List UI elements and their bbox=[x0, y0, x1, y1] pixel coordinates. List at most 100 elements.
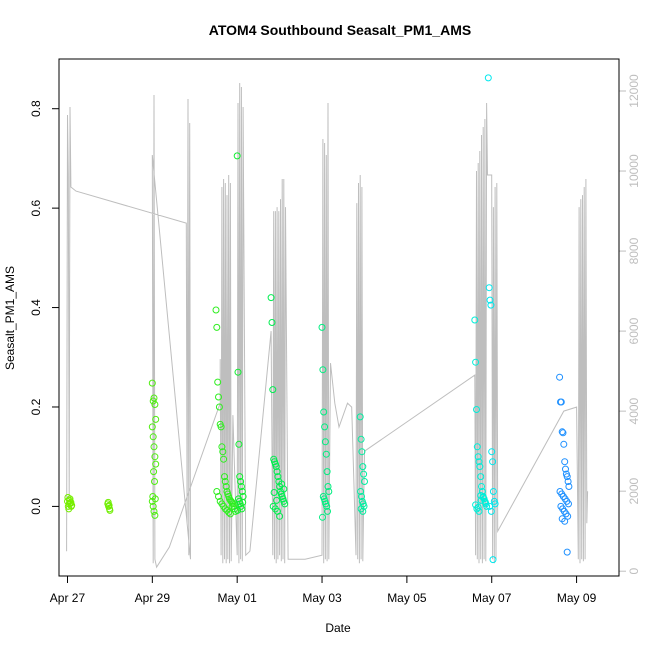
data-point bbox=[358, 493, 365, 500]
y-tick-label: 0.6 bbox=[29, 199, 43, 216]
data-point bbox=[321, 423, 329, 431]
data-point bbox=[237, 478, 245, 485]
data-point bbox=[281, 500, 289, 508]
data-point bbox=[359, 463, 367, 471]
data-point bbox=[559, 429, 567, 437]
data-point bbox=[150, 443, 158, 451]
data-point bbox=[477, 473, 485, 481]
data-point bbox=[273, 496, 281, 504]
data-point bbox=[226, 510, 234, 518]
data-point bbox=[233, 152, 241, 160]
y-tick-label: 0.4 bbox=[29, 299, 43, 316]
axes: Apr 27 Apr 29 May 01 May 03 May 05 May 07 May … bbox=[29, 74, 641, 605]
data-point bbox=[149, 502, 157, 510]
data-point bbox=[234, 506, 242, 514]
y2-tick-label: 8000 bbox=[627, 237, 641, 264]
x-tick-label: May 07 bbox=[472, 591, 512, 605]
data-point bbox=[268, 319, 276, 326]
data-point bbox=[489, 488, 497, 495]
data-point bbox=[565, 483, 573, 490]
data-point bbox=[151, 453, 159, 461]
data-point bbox=[280, 485, 288, 493]
data-point bbox=[148, 423, 156, 431]
data-point bbox=[104, 498, 112, 506]
data-point bbox=[483, 502, 491, 510]
scatter-series bbox=[64, 74, 573, 564]
data-point bbox=[67, 499, 74, 507]
data-point bbox=[487, 301, 495, 309]
x-tick-label: Apr 27 bbox=[50, 591, 86, 605]
data-point bbox=[564, 512, 572, 520]
data-point bbox=[105, 501, 113, 509]
data-point bbox=[273, 468, 281, 476]
data-point bbox=[319, 513, 326, 521]
data-point bbox=[563, 473, 571, 481]
data-point bbox=[270, 489, 278, 496]
data-point bbox=[361, 478, 368, 485]
data-point bbox=[486, 296, 494, 304]
altitude-series bbox=[66, 82, 589, 569]
data-point bbox=[477, 492, 485, 499]
y2-tick-label: 10000 bbox=[627, 154, 641, 188]
data-point bbox=[474, 453, 482, 461]
data-point bbox=[563, 548, 571, 556]
data-point bbox=[106, 506, 114, 514]
data-point bbox=[319, 366, 327, 374]
data-point bbox=[152, 415, 160, 423]
data-point bbox=[272, 463, 280, 471]
data-point bbox=[215, 403, 223, 411]
data-point bbox=[357, 488, 365, 495]
y2-tick-label: 0 bbox=[627, 568, 641, 575]
data-point bbox=[491, 500, 499, 508]
data-point bbox=[357, 435, 365, 443]
y-tick-label: 0.8 bbox=[29, 100, 43, 117]
data-point bbox=[558, 428, 566, 436]
data-point bbox=[148, 379, 156, 387]
data-point bbox=[321, 438, 329, 446]
data-point bbox=[221, 473, 228, 481]
data-point bbox=[239, 498, 247, 506]
data-point bbox=[356, 413, 364, 421]
x-tick-label: May 09 bbox=[557, 591, 597, 605]
data-point bbox=[488, 448, 496, 456]
data-point bbox=[217, 423, 225, 431]
y-axis-label: Seasalt_PM1_AMS bbox=[3, 266, 17, 370]
data-point bbox=[213, 488, 221, 495]
data-point bbox=[236, 473, 244, 481]
data-point bbox=[560, 440, 568, 448]
data-point bbox=[235, 440, 243, 448]
y2-tick-label: 6000 bbox=[627, 317, 641, 344]
data-point bbox=[234, 368, 242, 376]
data-point bbox=[219, 448, 227, 456]
data-point bbox=[358, 448, 366, 456]
data-point bbox=[151, 401, 159, 408]
data-point bbox=[474, 503, 482, 511]
data-point bbox=[152, 460, 160, 468]
y-tick-label: 0.2 bbox=[29, 398, 43, 415]
y2-tick-label: 2000 bbox=[627, 477, 641, 504]
data-point bbox=[149, 433, 157, 441]
x-tick-label: May 01 bbox=[218, 591, 258, 605]
data-point bbox=[475, 458, 483, 466]
data-point bbox=[150, 507, 158, 515]
data-point bbox=[318, 323, 326, 331]
data-point bbox=[322, 450, 330, 458]
data-point bbox=[228, 502, 236, 510]
data-point bbox=[214, 378, 222, 386]
data-point bbox=[149, 397, 157, 405]
data-point bbox=[485, 284, 493, 292]
data-point bbox=[267, 294, 275, 302]
data-point bbox=[484, 74, 492, 82]
data-point bbox=[148, 497, 156, 505]
data-point bbox=[67, 502, 75, 510]
data-point bbox=[556, 373, 564, 381]
data-point bbox=[238, 505, 246, 513]
data-point bbox=[222, 483, 230, 490]
data-point bbox=[276, 512, 284, 520]
data-point bbox=[475, 507, 483, 515]
data-point bbox=[212, 306, 220, 314]
plot-frame bbox=[58, 58, 620, 577]
data-point bbox=[486, 502, 494, 510]
data-point bbox=[269, 386, 277, 394]
chart-title: ATOM4 Southbound Seasalt_PM1_AMS bbox=[209, 22, 471, 38]
